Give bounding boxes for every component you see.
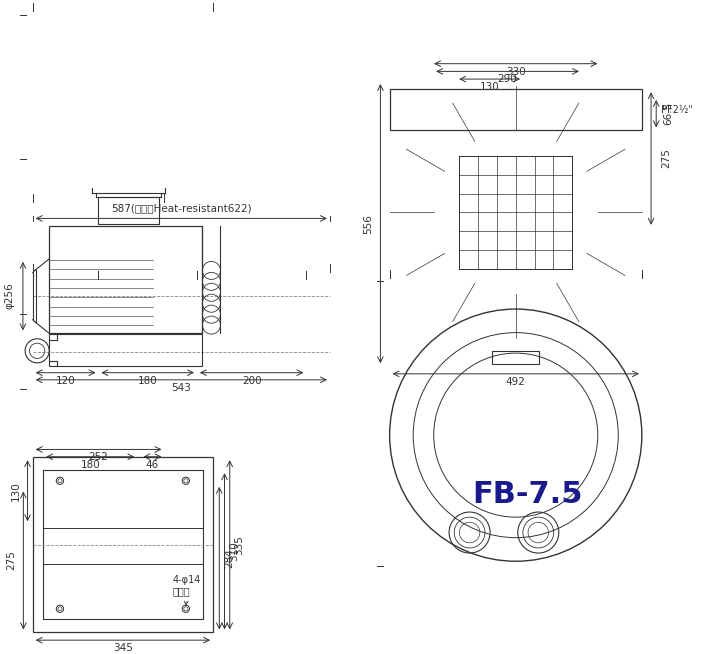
Text: 587(隔热型Heat-resistant622): 587(隔热型Heat-resistant622) [111, 203, 251, 214]
Text: PF2½": PF2½" [661, 105, 693, 115]
Bar [492, 351, 539, 364]
Bar [43, 470, 202, 619]
Text: 252: 252 [89, 453, 109, 462]
Text: 46: 46 [145, 460, 159, 470]
Bar [43, 564, 202, 619]
Text: 275: 275 [6, 551, 17, 570]
Text: 290: 290 [498, 75, 518, 84]
Text: 330: 330 [506, 67, 526, 77]
Text: FB-7.5: FB-7.5 [472, 480, 583, 509]
Text: 284: 284 [224, 548, 234, 568]
Text: 345: 345 [113, 643, 132, 653]
Text: 130: 130 [480, 82, 500, 92]
Text: 200: 200 [242, 375, 261, 386]
Text: 275: 275 [661, 148, 671, 169]
Bar [99, 197, 158, 224]
Text: 4-φ14
糟圆孔: 4-φ14 糟圆孔 [173, 575, 201, 605]
Text: 66.5: 66.5 [663, 102, 673, 126]
Text: φ256: φ256 [4, 283, 14, 309]
Bar [43, 470, 202, 528]
Bar [49, 334, 202, 366]
Bar [49, 226, 202, 334]
Text: 120: 120 [55, 375, 76, 386]
Bar [33, 457, 213, 632]
Text: 310: 310 [230, 542, 239, 561]
Text: 492: 492 [505, 377, 526, 387]
Text: 556: 556 [364, 214, 374, 233]
Text: 180: 180 [81, 460, 100, 470]
Text: 130: 130 [11, 481, 21, 500]
Text: 335: 335 [235, 535, 245, 555]
Text: 543: 543 [171, 383, 192, 392]
Bar [390, 90, 642, 130]
Bar [459, 156, 572, 269]
Text: 180: 180 [138, 375, 158, 386]
